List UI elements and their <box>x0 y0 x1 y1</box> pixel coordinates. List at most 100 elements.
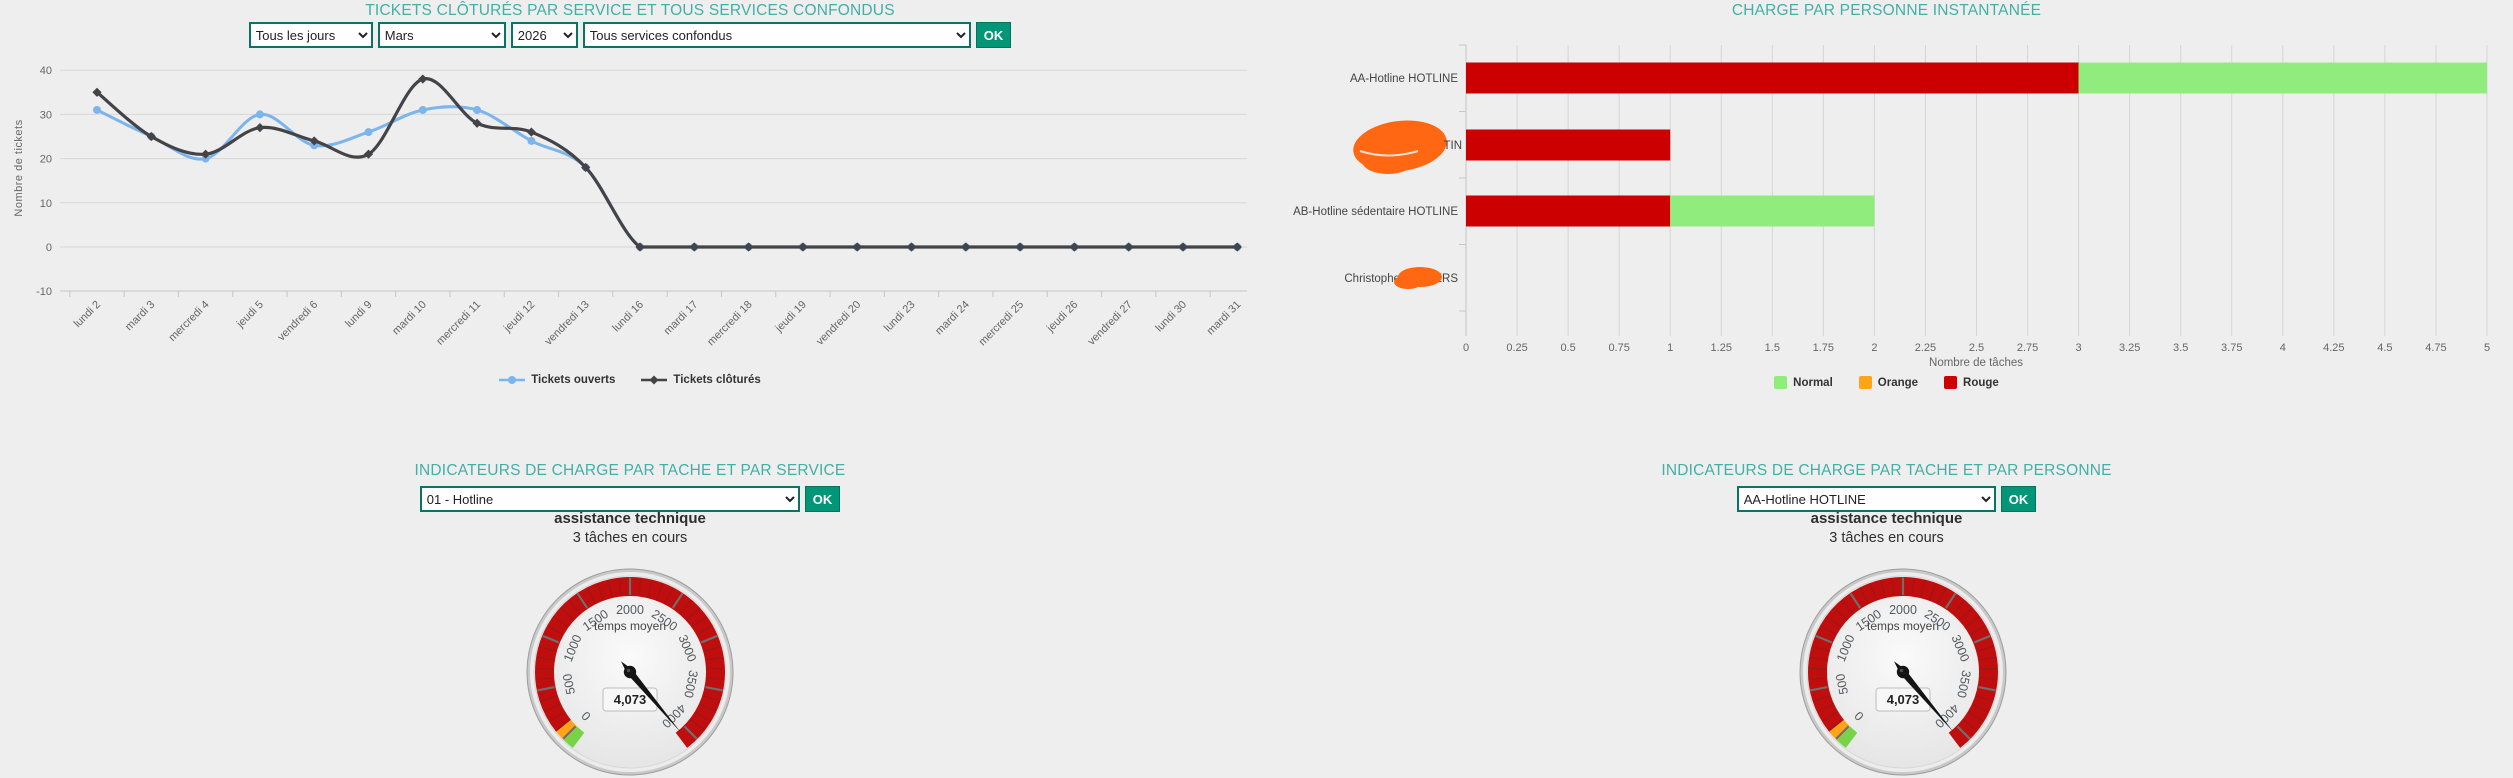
svg-text:lundi 2: lundi 2 <box>72 299 103 330</box>
normal-swatch-icon <box>1774 376 1788 389</box>
legend-item-normal[interactable]: Normal <box>1774 376 1833 389</box>
svg-text:lundi 23: lundi 23 <box>882 299 918 335</box>
svg-text:1.5: 1.5 <box>1765 342 1780 354</box>
svg-text:TIN: TIN <box>1443 140 1462 152</box>
svg-text:mercredi 4: mercredi 4 <box>166 299 211 344</box>
svg-text:2000: 2000 <box>1889 603 1917 617</box>
svg-text:-10: -10 <box>36 286 52 298</box>
service-task-count: 3 tâches en cours <box>572 530 688 546</box>
svg-text:2.5: 2.5 <box>1969 342 1984 354</box>
svg-text:500: 500 <box>560 672 578 695</box>
year-filter-select[interactable]: 2026 <box>510 22 578 48</box>
line-diamond-marker-icon <box>641 375 668 385</box>
svg-text:lundi 9: lundi 9 <box>343 299 374 330</box>
tickets-chart-title: TICKETS CLÔTURÉS PAR SERVICE ET TOUS SER… <box>365 2 895 19</box>
service-indicator-ok-button[interactable]: OK <box>804 486 841 512</box>
service-indicator-select[interactable]: 01 - Hotline <box>419 486 800 512</box>
person-indicators-panel: INDICATEURS DE CHARGE PAR TACHE ET PAR P… <box>1260 455 2513 778</box>
legend-item-tickets-clotures[interactable]: Tickets clôturés <box>641 374 761 386</box>
svg-text:mercredi 25: mercredi 25 <box>977 299 1027 349</box>
svg-text:3.25: 3.25 <box>2119 342 2140 354</box>
svg-text:3: 3 <box>2076 342 2082 354</box>
tickets-y-axis-title: Nombre de tickets <box>13 119 25 217</box>
legend-item-rouge[interactable]: Rouge <box>1944 376 1999 389</box>
svg-text:AB-Hotline sédentaire HOTLINE: AB-Hotline sédentaire HOTLINE <box>1293 206 1458 218</box>
service-indicator-filters: 01 - Hotline OK <box>0 486 1260 512</box>
tickets-ok-button[interactable]: OK <box>975 22 1012 48</box>
svg-text:mercredi 11: mercredi 11 <box>434 299 483 348</box>
svg-text:vendredi 13: vendredi 13 <box>543 299 592 348</box>
person-task-name: assistance technique <box>1810 510 1963 527</box>
person-task-count: 3 tâches en cours <box>1829 530 1944 546</box>
svg-text:0: 0 <box>1463 342 1469 354</box>
svg-text:3500: 3500 <box>1954 669 1973 699</box>
svg-text:1.75: 1.75 <box>1813 342 1834 354</box>
svg-text:mardi 31: mardi 31 <box>1205 299 1244 338</box>
svg-text:mardi 3: mardi 3 <box>123 299 157 333</box>
service-indicators-panel: INDICATEURS DE CHARGE PAR TACHE ET PAR S… <box>0 455 1260 778</box>
svg-text:10: 10 <box>40 198 52 210</box>
svg-text:temps moyen: temps moyen <box>594 619 666 633</box>
line-circle-marker-icon <box>499 376 526 384</box>
svg-text:lundi 16: lundi 16 <box>610 299 646 335</box>
svg-text:3.75: 3.75 <box>2221 342 2242 354</box>
rouge-swatch-icon <box>1944 376 1958 389</box>
legend-label: Orange <box>1877 376 1919 389</box>
svg-text:4: 4 <box>2280 342 2286 354</box>
svg-text:mardi 17: mardi 17 <box>662 299 701 338</box>
service-indicators-title: INDICATEURS DE CHARGE PAR TACHE ET PAR S… <box>414 462 846 479</box>
svg-text:4,073: 4,073 <box>614 692 647 707</box>
svg-text:Christophe: Christophe <box>1344 273 1400 285</box>
person-indicator-ok-button[interactable]: OK <box>2000 486 2037 512</box>
svg-text:4.25: 4.25 <box>2323 342 2344 354</box>
svg-text:20: 20 <box>40 154 52 166</box>
svg-text:temps moyen: temps moyen <box>1867 619 1939 633</box>
tickets-panel: TICKETS CLÔTURÉS PAR SERVICE ET TOUS SER… <box>0 0 1260 455</box>
legend-label: Tickets ouverts <box>531 374 616 386</box>
svg-text:jeudi 5: jeudi 5 <box>234 299 266 331</box>
service-task-name: assistance technique <box>554 510 706 527</box>
tickets-legend: Tickets ouverts Tickets clôturés <box>0 374 1260 386</box>
svg-text:jeudi 26: jeudi 26 <box>1044 299 1080 335</box>
svg-text:vendredi 20: vendredi 20 <box>814 299 863 348</box>
svg-text:0.5: 0.5 <box>1560 342 1575 354</box>
person-indicator-filters: AA-Hotline HOTLINE OK <box>1260 486 2513 512</box>
svg-text:40: 40 <box>40 65 52 77</box>
svg-text:1: 1 <box>1667 342 1673 354</box>
svg-text:3.5: 3.5 <box>2173 342 2188 354</box>
svg-text:2: 2 <box>1871 342 1877 354</box>
svg-text:3500: 3500 <box>681 669 700 699</box>
svg-text:30: 30 <box>40 109 52 121</box>
svg-text:mercredi 18: mercredi 18 <box>705 299 755 349</box>
svg-text:0.75: 0.75 <box>1608 342 1629 354</box>
svg-text:0.25: 0.25 <box>1506 342 1527 354</box>
period-filter-select[interactable]: Tous les jours <box>248 22 373 48</box>
svg-text:vendredi 27: vendredi 27 <box>1086 299 1135 348</box>
legend-item-tickets-ouverts[interactable]: Tickets ouverts <box>499 374 615 386</box>
service-filter-select[interactable]: Tous services confondus <box>582 22 971 48</box>
svg-text:500: 500 <box>1833 672 1851 695</box>
charge-panel: CHARGE PAR PERSONNE INSTANTANÉE 0 0.25 0.5… <box>1260 0 2513 455</box>
legend-label: Tickets clôturés <box>673 374 761 386</box>
svg-text:1.25: 1.25 <box>1711 342 1732 354</box>
svg-text:ERS: ERS <box>1434 273 1458 285</box>
svg-text:2.75: 2.75 <box>2017 342 2038 354</box>
person-indicators-title: INDICATEURS DE CHARGE PAR TACHE ET PAR P… <box>1661 462 2112 479</box>
charge-bar-chart: 0 0.25 0.5 0.75 1 1.25 1.5 1.75 2 2.25 2.5 2.75 3 3.2… <box>1293 44 2490 354</box>
orange-swatch-icon <box>1858 376 1872 389</box>
legend-label: Rouge <box>1963 376 1999 389</box>
svg-text:mardi 10: mardi 10 <box>390 299 429 338</box>
svg-text:AA-Hotline HOTLINE: AA-Hotline HOTLINE <box>1350 73 1458 85</box>
legend-item-orange[interactable]: Orange <box>1858 376 1919 389</box>
svg-text:0: 0 <box>46 242 52 254</box>
legend-label: Normal <box>1793 376 1833 389</box>
charge-legend: Normal Orange Rouge <box>1260 376 2513 389</box>
svg-text:lundi 30: lundi 30 <box>1153 299 1189 335</box>
charge-x-axis-title: Nombre de tâches <box>1929 357 2023 369</box>
svg-text:jeudi 19: jeudi 19 <box>773 299 809 335</box>
person-indicator-select[interactable]: AA-Hotline HOTLINE <box>1736 486 1996 512</box>
month-filter-select[interactable]: Mars <box>377 22 506 48</box>
svg-text:2.25: 2.25 <box>1915 342 1936 354</box>
